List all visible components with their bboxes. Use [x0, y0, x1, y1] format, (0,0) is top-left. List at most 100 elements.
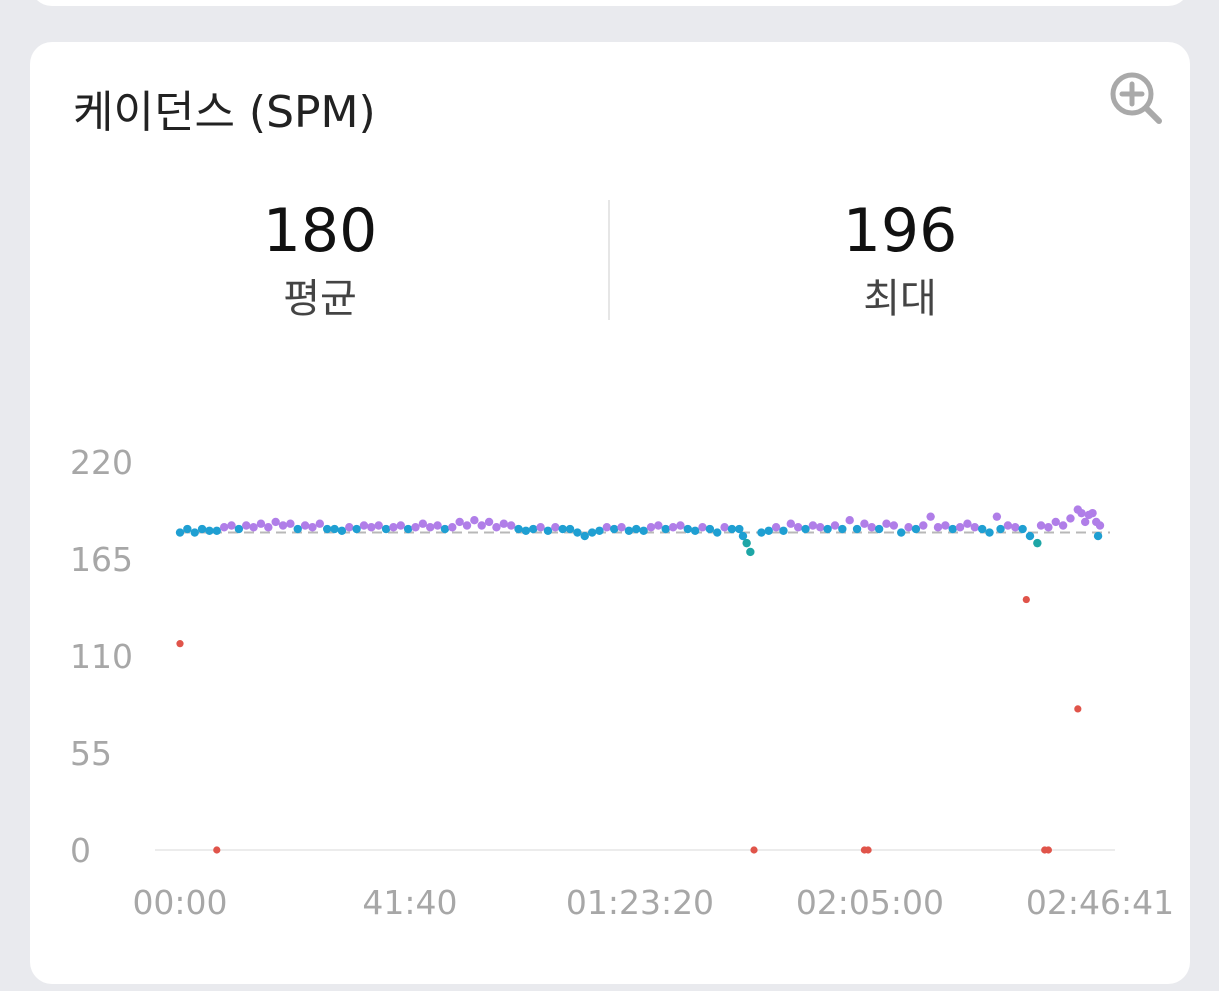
cadence-point	[624, 526, 634, 535]
cadence-point	[529, 524, 538, 534]
cadence-point	[845, 516, 854, 525]
cadence-point	[1025, 531, 1035, 541]
cadence-point	[249, 523, 258, 532]
cadence-point	[676, 521, 685, 530]
cadence-point	[816, 523, 825, 532]
cadence-point	[705, 524, 715, 534]
cadence-point	[484, 517, 494, 527]
cadence-point	[205, 526, 214, 535]
y-tick-label: 0	[70, 831, 91, 870]
y-tick-label: 110	[70, 637, 133, 676]
zoom-in-icon	[1110, 72, 1162, 124]
cadence-point	[668, 523, 678, 532]
cadence-point	[838, 524, 847, 534]
cadence-point	[992, 512, 1002, 521]
cadence-point	[1051, 517, 1060, 527]
cadence-point	[911, 524, 921, 534]
cadence-point	[1066, 514, 1075, 523]
cadence-point	[1011, 523, 1020, 532]
cadence-point	[551, 523, 560, 532]
cadence-point	[543, 526, 553, 535]
cadence-point	[1077, 508, 1086, 518]
cadence-point	[367, 523, 376, 532]
outlier-point	[176, 640, 184, 648]
cadence-card: 케이던스 (SPM) 180 평균 196 최대 220 165 110 55 0 00:…	[30, 42, 1190, 984]
cadence-point	[212, 526, 221, 535]
zoom-in-button[interactable]	[1106, 68, 1166, 128]
cadence-point	[779, 526, 788, 535]
cadence-point	[720, 523, 729, 532]
cadence-point	[823, 524, 832, 534]
cadence-point	[690, 526, 700, 535]
outlier-point	[1044, 846, 1052, 854]
cadence-point	[286, 519, 295, 528]
cadence-point	[389, 523, 398, 532]
cadence-point	[219, 523, 229, 532]
cadence-point	[359, 521, 369, 530]
average-stat: 180 평균	[170, 192, 470, 326]
cadence-point	[587, 528, 597, 537]
cadence-point	[661, 524, 670, 534]
cadence-point	[889, 521, 899, 530]
cadence-point	[1088, 508, 1097, 518]
cadence-point	[278, 521, 288, 530]
cadence-point	[948, 524, 957, 534]
cadence-point	[646, 523, 656, 532]
cadence-point	[904, 523, 913, 532]
cadence-point	[595, 526, 604, 535]
cadence-point	[411, 523, 420, 532]
cadence-point	[860, 519, 869, 528]
cadence-point	[271, 517, 280, 527]
cadence-point	[396, 521, 405, 530]
cadence-point	[926, 512, 935, 521]
cadence-point	[580, 531, 589, 541]
x-tick-label: 02:46:41	[1026, 883, 1174, 922]
cadence-point	[536, 523, 545, 532]
cadence-point	[426, 523, 435, 532]
cadence-point	[227, 521, 236, 530]
cadence-point	[1003, 521, 1013, 530]
cadence-point	[462, 521, 472, 530]
cadence-point	[234, 524, 244, 534]
cadence-point	[1036, 521, 1046, 530]
cadence-point	[440, 524, 450, 534]
cadence-point	[573, 528, 582, 537]
y-tick-label: 55	[70, 734, 112, 773]
cadence-point	[735, 524, 744, 534]
outlier-point	[1022, 595, 1030, 604]
cadence-point	[352, 524, 361, 534]
cadence-point	[403, 524, 413, 534]
cadence-point	[602, 523, 612, 532]
cadence-point	[499, 519, 509, 528]
x-tick-label: 41:40	[362, 883, 457, 922]
cadence-point	[955, 523, 965, 532]
cadence-point	[1044, 523, 1053, 532]
cadence-point	[315, 519, 325, 528]
cadence-point	[632, 524, 641, 534]
x-tick-label: 02:05:00	[796, 883, 944, 922]
cadence-point	[337, 526, 347, 535]
cadence-point	[1080, 517, 1090, 527]
cadence-point	[852, 524, 862, 534]
cadence-point	[330, 524, 339, 534]
outlier-point	[750, 846, 758, 854]
cadence-point	[374, 521, 383, 530]
stat-divider	[608, 200, 610, 320]
cadence-point	[727, 524, 737, 534]
x-tick-label: 00:00	[132, 883, 227, 922]
average-value: 180	[262, 196, 378, 266]
previous-card	[30, 0, 1190, 6]
cadence-point	[683, 524, 692, 534]
cadence-point	[470, 516, 479, 525]
y-tick-label: 220	[70, 443, 133, 482]
cadence-point	[867, 523, 876, 532]
cadence-point	[293, 524, 302, 534]
cadence-point	[746, 547, 755, 557]
cadence-point	[345, 523, 354, 532]
outlier-point	[864, 846, 872, 854]
cadence-point	[381, 524, 391, 534]
cadence-point	[757, 528, 766, 537]
cadence-point	[433, 521, 442, 530]
cadence-point	[970, 523, 980, 532]
cadence-point	[919, 521, 928, 530]
